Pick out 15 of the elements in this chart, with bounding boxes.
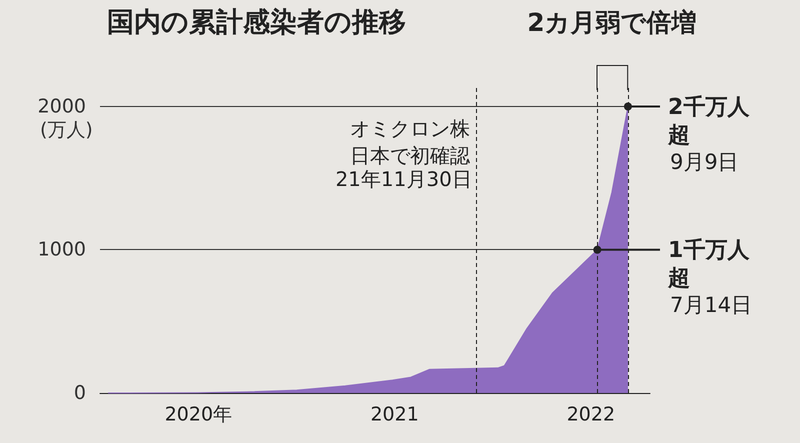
ref-line-label: オミクロン株日本で初確認 (350, 116, 470, 168)
y-tick-label: 1000 (38, 238, 86, 261)
annotation: 21年11月30日 (335, 167, 472, 191)
x-tick-label: 2022 (566, 404, 616, 426)
y-tick-label: 0 (74, 382, 86, 404)
x-tick-label: 2020年 (164, 404, 232, 426)
text: 7月14日 (670, 293, 752, 318)
annotation: 2千万人超 (667, 94, 750, 148)
annotation: 1千万人超 (667, 238, 750, 292)
y-tick-label: 2000 (38, 95, 86, 118)
x-tick-label: 2021 (370, 404, 419, 426)
text: 9月9日 (670, 150, 739, 174)
y-axis-title: (万人) (40, 118, 93, 141)
chart-title: 国内の累計感染者の推移 (107, 7, 406, 38)
text: 2カ月弱で倍増 (527, 8, 697, 37)
